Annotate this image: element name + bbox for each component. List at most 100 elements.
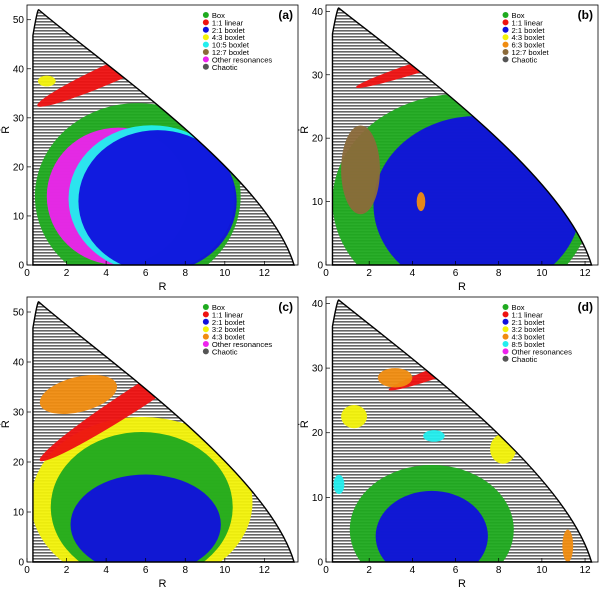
legend-label: 12:7 boxlet (512, 48, 550, 57)
x-tick-label: 4 (410, 565, 416, 576)
x-axis-label: R (458, 281, 466, 293)
legend-marker (202, 311, 209, 318)
legend-marker (202, 34, 209, 41)
panel-label: (b) (578, 8, 593, 22)
legend-marker (502, 49, 509, 55)
legend-marker (202, 304, 209, 310)
x-tick-label: 10 (536, 565, 548, 576)
legend-label: Box (212, 11, 225, 20)
region-2-1-boxlet (70, 474, 221, 562)
legend-marker (202, 63, 209, 70)
y-tick-label: 0 (18, 261, 24, 272)
legend-label: Chaotic (512, 355, 538, 364)
region-2-1-boxlet (78, 130, 237, 265)
legend-marker (202, 49, 209, 55)
x-tick-label: 2 (64, 565, 70, 576)
y-tick-label: 30 (13, 408, 25, 419)
y-axis-label: Ṙ (0, 126, 12, 134)
y-tick-label: 20 (13, 458, 25, 469)
y-tick-label: 30 (312, 70, 324, 81)
legend-label: 10:5 boxlet (212, 41, 250, 50)
x-tick-label: 0 (24, 268, 30, 279)
x-tick-label: 10 (219, 565, 231, 576)
legend-marker (502, 19, 509, 26)
energy-boundary-curve (32, 301, 295, 563)
energy-boundary-curve (331, 299, 593, 563)
legend-label: Box (212, 303, 225, 312)
legend-label: Other resonances (512, 347, 573, 356)
region-6-3-boxlet (416, 192, 426, 212)
x-tick-label: 2 (366, 565, 372, 576)
legend-label: 2:1 boxlet (512, 26, 546, 35)
legend-label: 4:3 boxlet (512, 333, 546, 342)
y-tick-label: 20 (312, 428, 324, 439)
legend-marker (502, 318, 509, 325)
legend-marker (202, 26, 209, 33)
legend-marker (202, 41, 209, 48)
y-axis-label: Ṙ (298, 420, 311, 428)
y-tick-label: 10 (312, 493, 324, 504)
region-4-3-boxlet (377, 368, 413, 388)
region-2-1-boxlet (373, 115, 581, 266)
legend-marker (202, 326, 209, 333)
y-tick-label: 30 (312, 364, 324, 375)
x-tick-label: 0 (323, 565, 329, 576)
y-tick-label: 20 (312, 134, 324, 145)
energy-boundary-curve (32, 9, 295, 266)
legend-label: Box (512, 303, 525, 312)
x-tick-label: 6 (143, 565, 149, 576)
y-tick-label: 0 (317, 558, 323, 569)
x-tick-label: 12 (579, 268, 591, 279)
x-tick-label: 6 (143, 268, 149, 279)
y-axis-label: Ṙ (0, 420, 12, 428)
region-2-1-boxlet (375, 490, 488, 562)
legend-marker (502, 355, 509, 362)
legend-label: 1:1 linear (512, 310, 544, 319)
y-tick-label: 10 (13, 211, 25, 222)
x-tick-label: 8 (496, 268, 502, 279)
plot-frame (26, 296, 299, 563)
x-tick-label: 4 (410, 268, 416, 279)
x-tick-label: 12 (579, 565, 591, 576)
x-tick-label: 8 (182, 268, 188, 279)
y-tick-label: 50 (13, 308, 25, 319)
legend-label: 2:1 boxlet (212, 26, 246, 35)
panel-label: (d) (578, 300, 593, 314)
region-4-3-boxlet (39, 375, 118, 414)
legend-marker (502, 348, 509, 355)
region-4-3-boxlet (37, 75, 56, 87)
legend-marker (502, 26, 509, 33)
panel-label: (a) (278, 8, 293, 22)
x-tick-label: 6 (453, 268, 459, 279)
x-tick-label: 10 (219, 268, 231, 279)
legend-label: 4:3 boxlet (212, 33, 246, 42)
y-tick-label: 40 (13, 358, 25, 369)
legend-label: 2:1 boxlet (512, 318, 546, 327)
y-tick-label: 0 (18, 558, 24, 569)
legend-label: 12:7 boxlet (212, 48, 250, 57)
plot-frame (26, 4, 299, 266)
y-tick-label: 30 (13, 113, 25, 124)
legend-marker (502, 34, 509, 41)
y-tick-label: 40 (312, 7, 324, 18)
legend-marker (202, 318, 209, 325)
legend-label: 6:3 boxlet (512, 41, 546, 50)
legend-marker (502, 304, 509, 310)
legend-marker (502, 333, 509, 340)
x-tick-label: 12 (259, 268, 271, 279)
legend-label: 3:2 boxlet (212, 325, 246, 334)
legend-label: 4:3 boxlet (212, 333, 246, 342)
legend-label: Chaotic (212, 63, 238, 72)
legend-marker (502, 326, 509, 333)
y-tick-label: 0 (317, 261, 323, 272)
x-tick-label: 2 (64, 268, 70, 279)
x-tick-label: 0 (323, 268, 329, 279)
